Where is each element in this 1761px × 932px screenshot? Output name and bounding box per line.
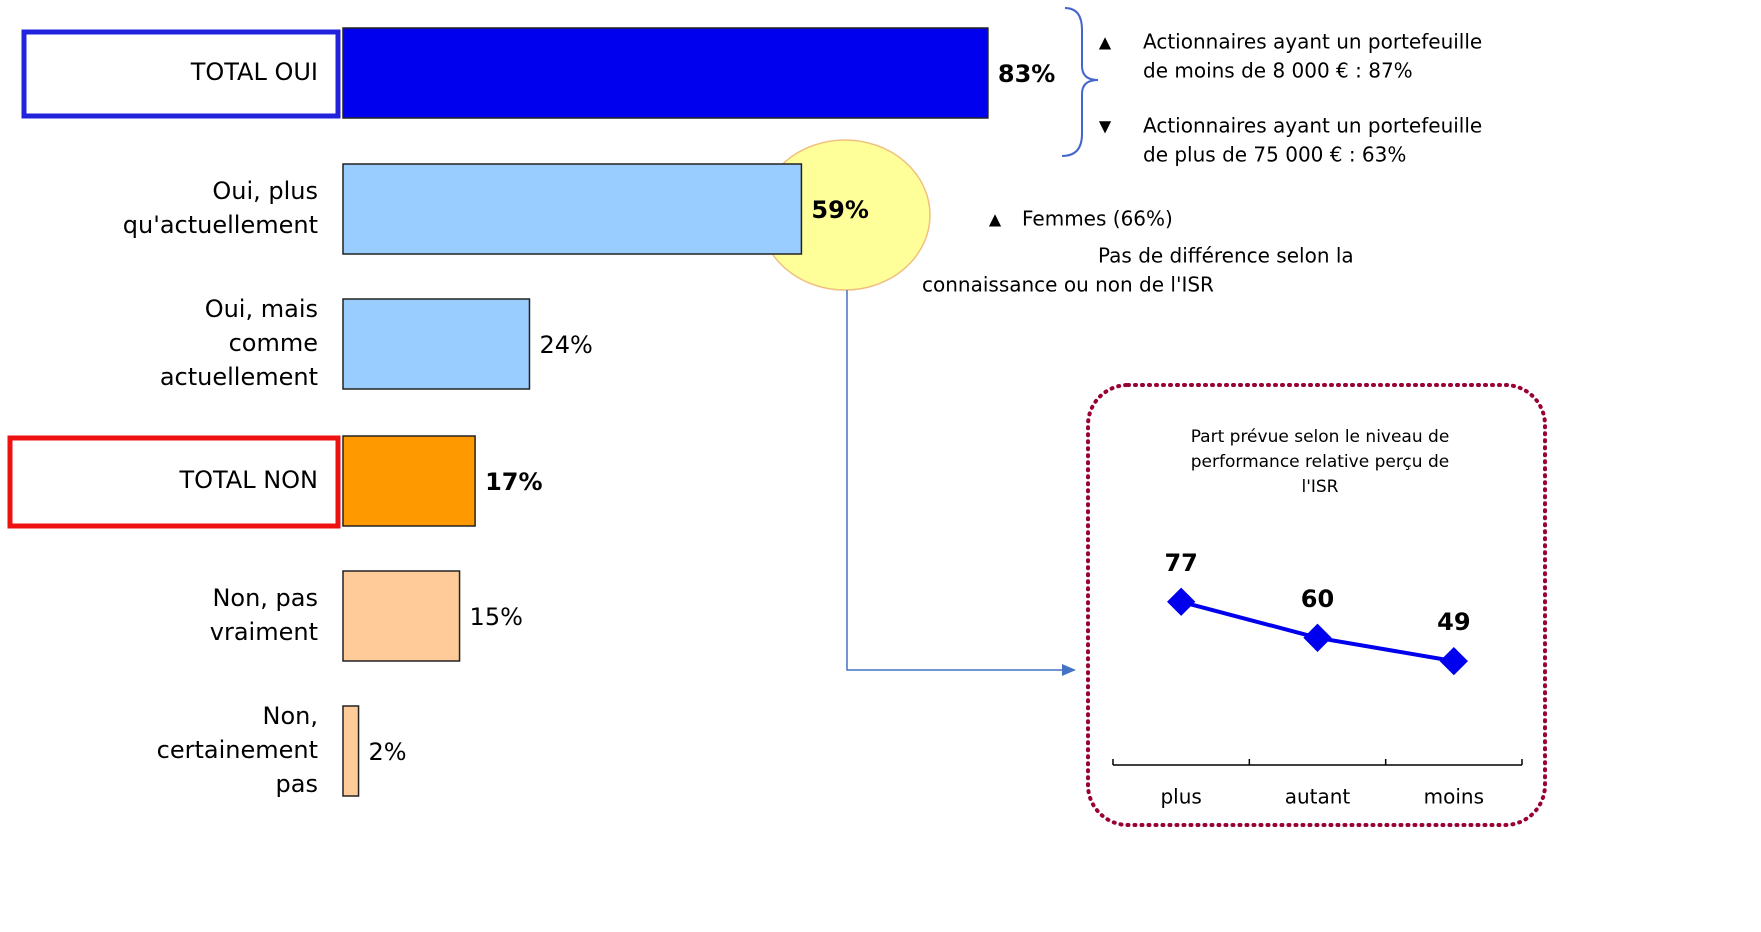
value-label: 83% (998, 60, 1055, 88)
inset-title: performance relative perçu de (1191, 452, 1449, 472)
value-label: 49 (1437, 608, 1470, 636)
annotation: Pas de différence selon la (1098, 244, 1354, 268)
annotation-symbol: ▼ (1099, 117, 1112, 136)
bar (342, 570, 461, 662)
value-label: 60 (1301, 585, 1334, 613)
category-label: qu'actuellement (123, 211, 318, 239)
value-label: 24% (539, 331, 592, 359)
point (1167, 587, 1196, 616)
inset-title: l'ISR (1301, 477, 1338, 497)
value-label: 77 (1164, 549, 1197, 577)
bar (342, 705, 360, 797)
annotation: de plus de 75 000 € : 63% (1143, 143, 1406, 167)
category-label: TOTAL NON (178, 466, 318, 494)
annotation: Actionnaires ayant un portefeuille (1143, 114, 1482, 138)
x-tick-label: autant (1285, 785, 1351, 809)
point (1439, 646, 1468, 676)
total-non-box (7, 435, 341, 529)
annotation: Actionnaires ayant un portefeuille (1143, 30, 1482, 54)
category-label: vraiment (210, 618, 318, 646)
value-label: 17% (485, 468, 542, 496)
total-oui-box (21, 29, 341, 119)
bracket (1061, 7, 1099, 157)
bar (342, 298, 531, 390)
inset-frame (1086, 383, 1547, 827)
bar (342, 163, 803, 255)
x-tick-label: moins (1424, 785, 1484, 809)
category-label: actuellement (160, 363, 318, 391)
inset-title: Part prévue selon le niveau de (1191, 427, 1450, 447)
category-label: TOTAL OUI (190, 58, 318, 86)
x-tick-label: plus (1160, 785, 1201, 809)
value-label: 59% (811, 196, 868, 224)
connector (846, 290, 1068, 671)
category-label: Oui, mais (205, 295, 318, 323)
category-label: pas (276, 770, 318, 798)
annotation: Femmes (66%) (1022, 207, 1173, 231)
annotation: de moins de 8 000 € : 87% (1143, 59, 1413, 83)
point (1303, 623, 1332, 652)
annotation-symbol: ▲ (1099, 33, 1112, 52)
bar (342, 435, 476, 527)
annotation-symbol: ▲ (989, 210, 1002, 229)
value-label: 2% (369, 738, 407, 766)
bar (342, 27, 989, 119)
value-label: 15% (470, 603, 523, 631)
category-label: Non, pas (212, 584, 318, 612)
category-label: comme (229, 329, 318, 357)
category-label: Oui, plus (212, 177, 318, 205)
connector-arrow (1062, 664, 1076, 676)
category-label: Non, (263, 702, 318, 730)
annotation: connaissance ou non de l'ISR (922, 273, 1214, 297)
category-label: certainement (157, 736, 318, 764)
